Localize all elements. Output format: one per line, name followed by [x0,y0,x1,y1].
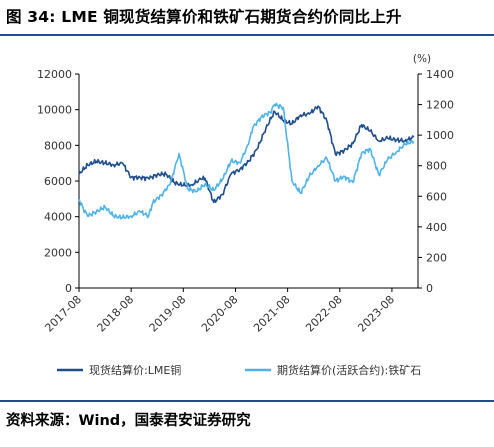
right-tick-label: 600 [426,190,447,203]
series-line-1 [78,105,415,204]
right-tick-label: 1400 [426,68,454,81]
x-tick-label: 2020-08 [199,293,241,335]
chart-series [78,102,415,220]
left-tick-label: 2000 [44,246,72,259]
x-tick-label: 2023-08 [355,293,397,335]
legend-label-2: 期货结算价(活跃合约):铁矿石 [277,363,421,377]
left-tick-label: 0 [65,282,72,295]
legend-label-1: 现货结算价:LME铜 [89,363,181,377]
chart-axes: 0 2000 4000 6000 8000 10000 12000 0 200 400 600 800… [37,53,454,335]
left-tick-label: 10000 [37,104,72,117]
left-tick-label: 12000 [37,68,72,81]
right-tick-label: 1200 [426,99,454,112]
right-tick-label: 0 [426,282,433,295]
left-tick-label: 6000 [44,175,72,188]
x-tick-label: 2022-08 [303,293,345,335]
source-note: 资料来源：Wind，国泰君安证券研究 [6,413,251,429]
source-rule [0,400,494,402]
title-rule [0,34,494,36]
x-tick-label: 2021-08 [251,293,293,335]
line-chart: 0 2000 4000 6000 8000 10000 12000 0 200 400 600 800… [37,53,454,377]
right-tick-label: 1000 [426,129,454,142]
left-tick-label: 4000 [44,211,72,224]
x-tick-label: 2018-08 [95,293,137,335]
series-line-2 [78,102,415,220]
right-tick-label: 800 [426,160,447,173]
right-tick-label: 200 [426,251,447,264]
left-tick-label: 8000 [44,139,72,152]
x-tick-label: 2017-08 [42,293,84,335]
right-unit-label: (%) [413,53,431,65]
figure-title: 图 34: LME 铜现货结算价和铁矿石期货合约价同比上升 [6,8,402,26]
right-tick-label: 400 [426,221,447,234]
x-tick-label: 2019-08 [147,293,189,335]
chart-legend: 现货结算价:LME铜 期货结算价(活跃合约):铁矿石 [57,363,421,377]
